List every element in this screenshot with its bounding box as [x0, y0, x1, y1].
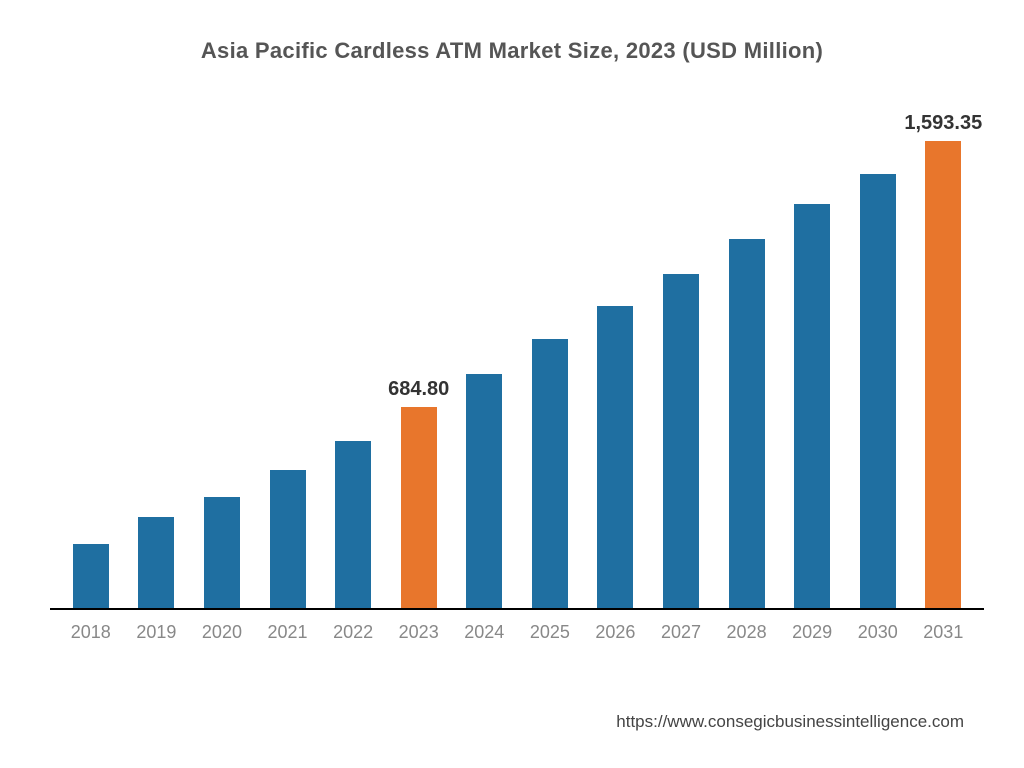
bar: [729, 239, 765, 608]
bar: [925, 141, 961, 608]
source-url-text: https://www.consegicbusinessintelligence…: [616, 712, 964, 732]
bar: [401, 407, 437, 608]
bar: [532, 339, 568, 609]
x-axis-tick: 2020: [189, 610, 255, 650]
bar: [73, 544, 109, 608]
bar-slot: [845, 110, 911, 608]
bar: [860, 174, 896, 608]
bar-slot: [779, 110, 845, 608]
x-axis-tick: 2023: [386, 610, 452, 650]
bar: [597, 306, 633, 608]
bar-slot: 1,593.35: [911, 110, 977, 608]
bar: [663, 274, 699, 608]
bar-slot: [255, 110, 321, 608]
bar-slot: [517, 110, 583, 608]
bar: [794, 204, 830, 608]
bar: [335, 441, 371, 608]
x-axis-tick: 2027: [648, 610, 714, 650]
x-axis-tick: 2029: [779, 610, 845, 650]
bar-slot: 684.80: [386, 110, 452, 608]
x-axis-tick: 2031: [911, 610, 977, 650]
x-axis-tick: 2022: [320, 610, 386, 650]
bar: [204, 497, 240, 608]
chart-plot: 684.80 1,593.35: [50, 110, 984, 610]
bar-slot: [648, 110, 714, 608]
bar-slot: [583, 110, 649, 608]
x-axis: 2018201920202021202220232024202520262027…: [50, 610, 984, 650]
bar: [138, 517, 174, 608]
bar-slot: [58, 110, 124, 608]
x-axis-tick: 2018: [58, 610, 124, 650]
x-axis-tick: 2028: [714, 610, 780, 650]
bar-slot: [124, 110, 190, 608]
bar-slot: [451, 110, 517, 608]
x-axis-tick: 2021: [255, 610, 321, 650]
bar-slot: [714, 110, 780, 608]
x-axis-tick: 2024: [451, 610, 517, 650]
x-axis-tick: 2030: [845, 610, 911, 650]
bar: [466, 374, 502, 608]
x-axis-tick: 2025: [517, 610, 583, 650]
chart-title: Asia Pacific Cardless ATM Market Size, 2…: [0, 0, 1024, 64]
bar-value-label: 684.80: [388, 378, 449, 401]
bar: [270, 470, 306, 608]
x-axis-tick: 2026: [583, 610, 649, 650]
chart-area: 684.801,593.35 2018201920202021202220232…: [50, 110, 984, 650]
bar-slot: [320, 110, 386, 608]
bar-slot: [189, 110, 255, 608]
bar-value-label: 1,593.35: [904, 112, 982, 135]
bars-container: 684.80 1,593.35: [50, 110, 984, 608]
x-axis-tick: 2019: [124, 610, 190, 650]
